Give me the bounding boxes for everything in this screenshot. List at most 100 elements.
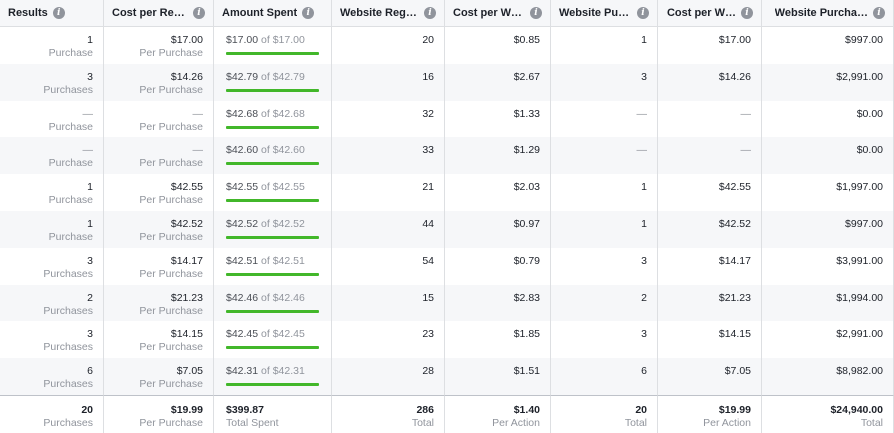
column-header-label: Cost per Res… bbox=[112, 7, 188, 19]
amount-spent-value: $42.45 bbox=[226, 328, 259, 341]
column-header-cost-per-result[interactable]: Cost per Res… i bbox=[104, 0, 214, 27]
cost-per-website-purchase-value: — bbox=[740, 144, 752, 157]
website-registrations-cell: 20 bbox=[332, 27, 445, 64]
spend-progress-bar bbox=[226, 346, 319, 350]
cost-per-website-purchase-value: $14.17 bbox=[718, 254, 751, 267]
results-value: 2 bbox=[87, 291, 93, 304]
cost-per-result-unit: Per Purchase bbox=[139, 230, 203, 243]
info-icon[interactable]: i bbox=[52, 7, 65, 19]
website-purchase-value-cell: $2,991.00 bbox=[762, 321, 894, 359]
website-purchases-cell: 1 bbox=[551, 174, 658, 211]
amount-spent-value: $42.68 bbox=[226, 107, 259, 120]
cost-per-result-value: — bbox=[192, 107, 204, 120]
spend-progress-bar bbox=[226, 162, 319, 166]
amount-spent-text: $42.31 of $42.31 bbox=[226, 365, 319, 377]
cost-per-website-purchase-value: $14.26 bbox=[718, 70, 751, 83]
results-cell: 3 Purchases bbox=[0, 63, 104, 101]
total-website-registrations: 286 Total bbox=[332, 394, 445, 433]
total-value: 20 bbox=[81, 403, 93, 416]
column-header-website-registrations[interactable]: Website Regis… i bbox=[332, 0, 445, 27]
amount-spent-text: $42.68 of $42.68 bbox=[226, 108, 319, 120]
website-purchase-value-cell: $2,991.00 bbox=[762, 63, 894, 101]
column-header-label: Website Regis… bbox=[340, 7, 419, 19]
cost-per-website-registration-cell: $0.85 bbox=[445, 27, 551, 64]
results-unit: Purchases bbox=[43, 267, 93, 280]
column-header-label: Cost per Web… bbox=[453, 7, 525, 19]
column-header-results[interactable]: Results i bbox=[0, 0, 104, 27]
website-purchase-value-value: $997.00 bbox=[845, 217, 883, 230]
amount-spent-budget: of $42.45 bbox=[261, 328, 305, 341]
cost-per-website-registration-value: $0.97 bbox=[513, 217, 540, 230]
info-icon[interactable]: i bbox=[637, 7, 649, 19]
cost-per-website-purchase-value: $14.15 bbox=[718, 328, 751, 341]
spend-progress-fill bbox=[226, 346, 319, 350]
total-website-purchase-value: $24,940.00 Total bbox=[762, 394, 894, 433]
results-cell: — Purchase bbox=[0, 100, 104, 138]
cost-per-result-value: $42.52 bbox=[170, 217, 203, 230]
cost-per-result-cell: $42.55 Per Purchase bbox=[104, 174, 214, 211]
website-purchases-value: 1 bbox=[641, 34, 647, 46]
website-purchases-cell: 3 bbox=[551, 321, 658, 359]
info-icon[interactable]: i bbox=[741, 7, 753, 19]
total-value: $399.87 bbox=[226, 403, 264, 416]
info-icon[interactable]: i bbox=[530, 7, 542, 19]
cost-per-result-value: $14.17 bbox=[170, 254, 203, 267]
spend-progress-bar bbox=[226, 309, 319, 313]
website-purchases-value: 3 bbox=[641, 328, 647, 341]
website-purchase-value-value: $8,982.00 bbox=[836, 365, 883, 378]
total-cost-per-result: $19.99 Per Purchase bbox=[104, 394, 214, 433]
info-icon[interactable]: i bbox=[302, 7, 315, 19]
amount-spent-cell: $42.51 of $42.51 bbox=[214, 247, 332, 285]
cost-per-result-value: $17.00 bbox=[170, 34, 203, 46]
column-header-cost-per-website-purchase[interactable]: Cost per W… i bbox=[658, 0, 762, 27]
website-purchases-value: — bbox=[636, 144, 648, 157]
column-header-cost-per-website-registration[interactable]: Cost per Web… i bbox=[445, 0, 551, 27]
cost-per-website-purchase-cell: — bbox=[658, 100, 762, 138]
website-registrations-value: 21 bbox=[422, 181, 434, 194]
cost-per-website-registration-cell: $2.03 bbox=[445, 174, 551, 211]
amount-spent-budget: of $42.31 bbox=[261, 365, 305, 378]
cost-per-website-registration-cell: $0.97 bbox=[445, 210, 551, 248]
total-value: 286 bbox=[416, 403, 434, 416]
amount-spent-cell: $42.45 of $42.45 bbox=[214, 321, 332, 359]
website-registrations-value: 20 bbox=[422, 34, 434, 46]
cost-per-result-unit: Per Purchase bbox=[139, 341, 203, 354]
amount-spent-budget: of $42.55 bbox=[261, 181, 305, 194]
cost-per-website-registration-cell: $1.51 bbox=[445, 358, 551, 395]
spend-progress-bar bbox=[226, 235, 319, 239]
cost-per-result-value: $14.15 bbox=[170, 328, 203, 341]
info-icon[interactable]: i bbox=[873, 7, 885, 19]
column-header-website-purchases[interactable]: Website Pur… i bbox=[551, 0, 658, 27]
website-registrations-value: 54 bbox=[422, 254, 434, 267]
info-icon[interactable]: i bbox=[193, 7, 205, 19]
website-purchase-value-cell: $997.00 bbox=[762, 210, 894, 248]
spend-progress-bar bbox=[226, 88, 319, 92]
cost-per-result-value: $7.05 bbox=[176, 365, 203, 378]
amount-spent-cell: $42.60 of $42.60 bbox=[214, 137, 332, 175]
cost-per-result-cell: $17.00 Per Purchase bbox=[104, 27, 214, 64]
results-value: 1 bbox=[87, 34, 93, 46]
results-value: 3 bbox=[87, 70, 93, 83]
spend-progress-fill bbox=[226, 88, 319, 92]
results-unit: Purchases bbox=[43, 83, 93, 96]
column-header-website-purchase-value[interactable]: Website Purcha… i bbox=[762, 0, 894, 27]
info-icon[interactable]: i bbox=[424, 7, 436, 19]
results-cell: 1 Purchase bbox=[0, 210, 104, 248]
amount-spent-budget: of $42.68 bbox=[261, 107, 305, 120]
results-value: 3 bbox=[87, 328, 93, 341]
total-unit: Purchases bbox=[43, 416, 93, 429]
results-unit: Purchases bbox=[43, 341, 93, 354]
website-purchases-cell: — bbox=[551, 137, 658, 175]
column-header-label: Cost per W… bbox=[666, 7, 736, 19]
total-cost-per-website-purchase: $19.99 Per Action bbox=[658, 394, 762, 433]
spend-progress-fill bbox=[226, 272, 319, 276]
column-header-amount-spent[interactable]: Amount Spent i bbox=[214, 0, 332, 27]
cost-per-website-purchase-value: — bbox=[740, 107, 752, 120]
website-registrations-value: 44 bbox=[422, 217, 434, 230]
amount-spent-cell: $42.55 of $42.55 bbox=[214, 174, 332, 211]
total-value: $19.99 bbox=[170, 403, 203, 416]
cost-per-website-registration-value: $2.67 bbox=[513, 70, 540, 83]
cost-per-website-purchase-value: $42.55 bbox=[718, 181, 751, 194]
amount-spent-text: $42.79 of $42.79 bbox=[226, 71, 319, 83]
website-purchases-cell: 1 bbox=[551, 210, 658, 248]
